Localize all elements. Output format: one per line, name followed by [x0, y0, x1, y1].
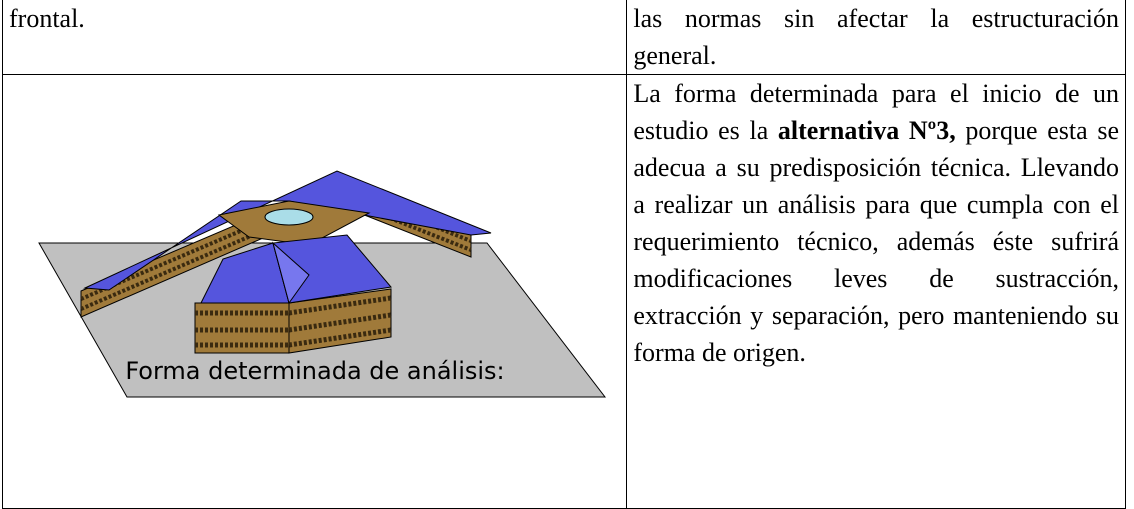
table-row: frontal. las normas sin afectar la estru…: [1, 0, 1126, 75]
cell: frontal.: [1, 0, 628, 75]
table-row: Forma determinada de análisis: La forma …: [1, 74, 1126, 509]
paragraph-text: La forma determinada para el inicio de u…: [633, 79, 1119, 145]
figure-caption: Forma determinada de análisis:: [125, 357, 505, 385]
cell: Forma determinada de análisis:: [1, 74, 628, 509]
cell-text: las normas sin afectar la estructuración…: [633, 4, 1119, 70]
cell: La forma determinada para el inicio de u…: [626, 74, 1126, 509]
building-illustration: [38, 170, 607, 398]
cell: las normas sin afectar la estructuración…: [626, 0, 1126, 75]
cell-text: frontal.: [9, 4, 85, 33]
paragraph-text: porque esta se adecua a su predisposició…: [633, 116, 1120, 367]
figure: Forma determinada de análisis:: [9, 75, 620, 508]
bold-text: alternativa Nº3,: [777, 116, 956, 145]
